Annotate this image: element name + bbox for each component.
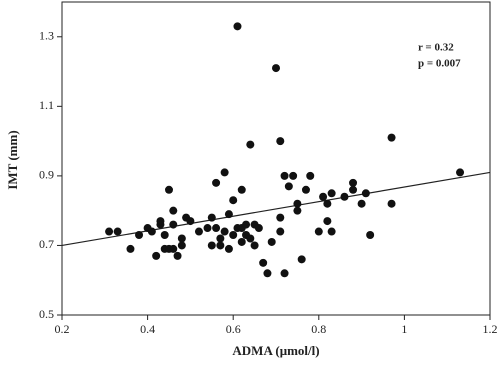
x-tick-label: 0.6 xyxy=(226,322,241,336)
data-point xyxy=(276,137,285,146)
data-point xyxy=(194,227,203,236)
plot-frame xyxy=(61,1,491,316)
data-point xyxy=(349,185,358,194)
data-point xyxy=(242,220,251,229)
data-point xyxy=(135,231,144,240)
data-point xyxy=(246,140,255,149)
data-point xyxy=(254,224,263,233)
x-tick-label: 0.8 xyxy=(311,322,326,336)
trend-line xyxy=(61,171,491,247)
data-point xyxy=(216,241,225,250)
data-point xyxy=(327,189,336,198)
x-tick-label: 0.4 xyxy=(140,322,155,336)
data-point xyxy=(267,237,276,246)
data-point xyxy=(293,199,302,208)
y-tick-label: 1.1 xyxy=(39,98,54,112)
data-point xyxy=(173,251,182,260)
data-point xyxy=(280,171,289,180)
data-point xyxy=(237,185,246,194)
data-point xyxy=(250,241,259,250)
data-point xyxy=(203,224,212,233)
data-point xyxy=(224,210,233,219)
data-point xyxy=(169,220,178,229)
data-point xyxy=(113,227,122,236)
x-tick-label: 0.2 xyxy=(55,322,70,336)
data-point xyxy=(387,133,396,142)
data-point xyxy=(212,178,221,187)
data-point xyxy=(323,199,332,208)
data-point xyxy=(233,22,242,31)
y-tick-label: 0.5 xyxy=(39,307,54,321)
data-point xyxy=(327,227,336,236)
data-point xyxy=(165,185,173,194)
data-point xyxy=(229,196,238,205)
data-point xyxy=(160,231,169,240)
data-point xyxy=(280,269,289,278)
data-point xyxy=(263,269,272,278)
data-point xyxy=(220,227,229,236)
data-point xyxy=(229,231,238,240)
x-tick-label: 1.2 xyxy=(483,322,498,336)
data-point xyxy=(289,171,298,180)
data-point xyxy=(169,244,178,253)
data-point xyxy=(276,213,285,222)
data-point xyxy=(259,258,268,267)
data-point xyxy=(284,182,293,191)
data-point xyxy=(297,255,306,264)
data-point xyxy=(387,199,396,208)
data-point xyxy=(366,231,375,240)
data-point xyxy=(207,241,216,250)
data-point xyxy=(152,251,161,260)
data-point xyxy=(272,64,280,73)
data-point xyxy=(293,206,302,215)
data-point xyxy=(177,241,186,250)
annotation: r = 0.32 xyxy=(418,42,454,54)
data-point xyxy=(169,206,178,215)
data-point xyxy=(224,244,233,253)
data-point xyxy=(126,244,135,253)
data-point xyxy=(246,234,255,243)
data-point xyxy=(212,224,221,233)
data-point xyxy=(357,199,366,208)
data-point xyxy=(319,192,328,201)
data-point xyxy=(220,168,229,177)
data-point xyxy=(276,227,285,236)
data-point xyxy=(147,227,156,236)
data-point xyxy=(216,234,225,243)
data-point xyxy=(177,234,186,243)
y-tick-label: 0.9 xyxy=(39,168,54,182)
data-point xyxy=(237,237,246,246)
data-point xyxy=(306,171,315,180)
annotation: p = 0.007 xyxy=(418,58,461,70)
y-axis-label: IMT (mm) xyxy=(5,130,20,189)
data-point xyxy=(301,185,310,194)
data-point xyxy=(156,217,165,226)
y-tick-label: 1.3 xyxy=(39,29,54,43)
data-point xyxy=(314,227,323,236)
data-point xyxy=(349,178,358,187)
data-point xyxy=(323,217,332,226)
data-point xyxy=(207,213,216,222)
x-tick-label: 1 xyxy=(401,322,407,336)
data-point xyxy=(456,168,465,177)
x-axis-label: ADMA (μmol/l) xyxy=(232,343,319,358)
data-point xyxy=(186,217,195,226)
data-point xyxy=(361,189,370,198)
data-point xyxy=(105,227,114,236)
data-point xyxy=(340,192,349,201)
y-tick-label: 0.7 xyxy=(39,237,54,251)
